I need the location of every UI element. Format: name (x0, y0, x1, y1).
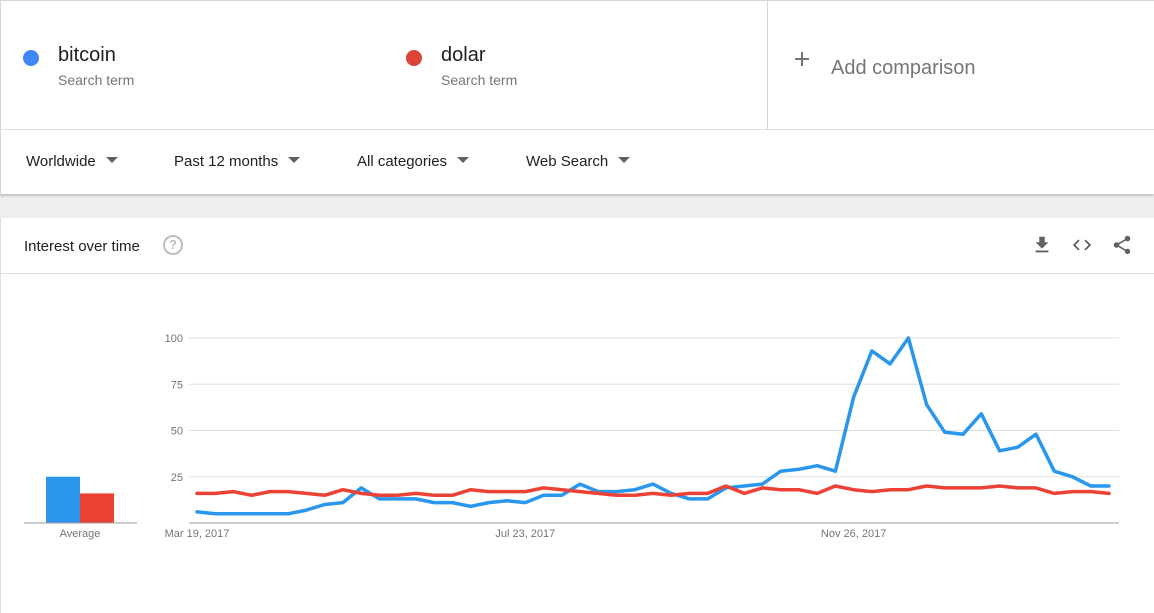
download-icon[interactable] (1031, 234, 1053, 256)
add-comparison-label: Add comparison (831, 57, 976, 79)
x-tick-label: Nov 26, 2017 (821, 528, 886, 540)
card-header: Interest over time ? (1, 218, 1154, 274)
share-icon[interactable] (1111, 234, 1133, 256)
average-label: Average (60, 528, 101, 540)
time-range-label: Past 12 months (174, 153, 279, 170)
card-title: Interest over time (24, 238, 140, 255)
y-tick-label: 100 (165, 333, 183, 345)
search-term-name: dolar (441, 44, 486, 66)
series-line-bitcoin (195, 336, 1111, 516)
time-range-dropdown[interactable]: Past 12 months (174, 153, 301, 170)
plus-icon (794, 51, 810, 67)
region-dropdown[interactable]: Worldwide (26, 153, 118, 170)
average-bar-dolar (80, 493, 114, 523)
x-tick-label: Mar 19, 2017 (165, 528, 230, 540)
category-dropdown[interactable]: All categories (357, 153, 470, 170)
y-tick-label: 25 (171, 472, 183, 484)
search-property-label: Web Search (526, 153, 609, 170)
help-icon[interactable]: ? (163, 235, 183, 255)
interest-over-time-card: Interest over time ? 25 50 75 100 Mar 19, 20… (0, 218, 1154, 613)
average-bar-bitcoin (46, 476, 80, 523)
search-term-type: Search term (58, 72, 135, 88)
series-color-dot (23, 50, 39, 66)
chevron-down-icon (457, 157, 470, 163)
search-term-dolar[interactable]: dolar Search term (384, 1, 767, 129)
interest-over-time-chart: 25 50 75 100 Mar 19, 2017 Jul 23, 2017 Nov 26,… (24, 333, 1119, 540)
add-comparison-button[interactable]: Add comparison (767, 1, 1154, 129)
category-label: All categories (357, 153, 448, 170)
search-term-bitcoin[interactable]: bitcoin Search term (1, 1, 384, 129)
series-line-dolar (195, 484, 1111, 498)
y-tick-label: 75 (171, 379, 183, 391)
comparison-bar: bitcoin Search term dolar Search term Ad… (0, 0, 1154, 129)
chevron-down-icon (618, 157, 631, 163)
series-color-dot (406, 50, 422, 66)
chevron-down-icon (288, 157, 301, 163)
filter-bar: Worldwide Past 12 months All categories … (0, 129, 1154, 194)
search-term-type: Search term (441, 72, 518, 88)
chevron-down-icon (105, 157, 118, 163)
y-tick-label: 50 (171, 426, 183, 438)
embed-icon[interactable] (1071, 234, 1093, 256)
x-tick-label: Jul 23, 2017 (495, 528, 555, 540)
search-property-dropdown[interactable]: Web Search (526, 153, 631, 170)
region-label: Worldwide (26, 153, 96, 170)
search-term-name: bitcoin (58, 44, 116, 66)
